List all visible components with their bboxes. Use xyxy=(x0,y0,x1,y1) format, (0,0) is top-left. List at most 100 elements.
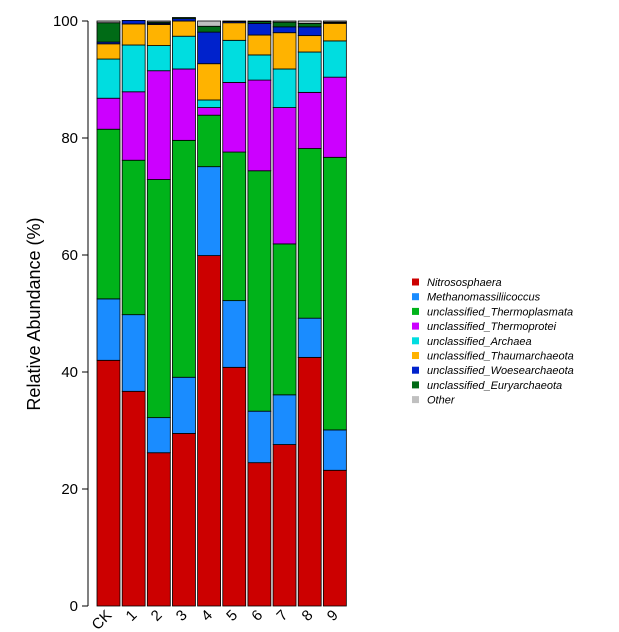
bar-segment-9-5 xyxy=(322,22,347,42)
bar-segment-8-3 xyxy=(297,91,322,149)
bar-segment-8-4 xyxy=(297,51,322,93)
bar-segment-7-5 xyxy=(272,32,297,70)
legend-item-4: unclassified_Archaea xyxy=(412,336,532,348)
bar-column-2 xyxy=(146,20,171,607)
bar-segment-6-0 xyxy=(247,462,272,607)
bar-segment-3-7 xyxy=(172,17,196,20)
legend-swatch-0 xyxy=(412,278,419,286)
legend-label-5: unclassified_Thaumarchaeota xyxy=(427,351,574,363)
legend-item-3: unclassified_Thermoprotei xyxy=(412,321,557,333)
bar-segment-4-6 xyxy=(197,31,222,65)
bar-segment-7-3 xyxy=(272,107,297,245)
bar-segment-6-1 xyxy=(247,410,272,464)
bar-segment-1-2 xyxy=(121,159,146,316)
bar-segment-6-2 xyxy=(247,170,272,412)
bar-segment-1-1 xyxy=(121,314,146,392)
bar-segment-4-5 xyxy=(197,63,222,101)
x-tick-label-1: 1 xyxy=(123,607,141,625)
bar-segment-2-2 xyxy=(146,179,171,419)
y-tick-label-40: 40 xyxy=(61,364,78,381)
bar-column-8 xyxy=(297,20,322,607)
legend-item-6: unclassified_Woesearchaeota xyxy=(412,365,574,377)
x-tick-label-2: 2 xyxy=(148,607,166,625)
bar-segment-2-1 xyxy=(146,417,171,454)
bar-column-4 xyxy=(197,20,222,607)
x-tick-label-5: 5 xyxy=(223,607,241,625)
bar-segment-5-8 xyxy=(222,20,247,22)
bar-segment-CK-5 xyxy=(96,43,121,60)
bar-column-6 xyxy=(247,20,272,607)
bar-segment-CK-2 xyxy=(96,128,121,300)
bar-segment-3-3 xyxy=(172,68,196,141)
y-tick-label-80: 80 xyxy=(61,130,78,147)
bar-segment-CK-7 xyxy=(96,22,121,43)
x-tick-label-9: 9 xyxy=(324,607,342,625)
legend-swatch-3 xyxy=(412,322,419,330)
bar-column-3 xyxy=(172,17,196,607)
legend-item-1: Methanomassiliicoccus xyxy=(412,292,541,304)
bar-segment-6-4 xyxy=(247,54,272,81)
bar-segment-CK-4 xyxy=(96,58,121,99)
x-tick-label-8: 8 xyxy=(299,607,317,625)
y-axis: 0 20 40 60 80 100 xyxy=(53,13,89,615)
bar-segment-9-3 xyxy=(322,76,347,158)
bar-segment-8-8 xyxy=(297,20,322,24)
bar-segment-5-1 xyxy=(222,300,247,368)
bar-segment-9-0 xyxy=(322,469,347,607)
legend-label-8: Other xyxy=(427,395,456,407)
bar-segment-6-6 xyxy=(247,22,272,36)
bar-segment-9-4 xyxy=(322,40,347,78)
bar-segment-2-5 xyxy=(146,24,171,46)
legend: Nitrososphaera Methanomassiliicoccus uncla… xyxy=(412,277,574,407)
legend-item-5: unclassified_Thaumarchaeota xyxy=(412,351,574,363)
bar-segment-2-0 xyxy=(146,452,171,607)
bar-segment-5-5 xyxy=(222,22,247,41)
y-axis-title: Relative Abundance (%) xyxy=(24,217,44,410)
x-tick-label-3: 3 xyxy=(173,607,191,625)
x-tick-label-4: 4 xyxy=(198,607,216,625)
bar-segment-4-8 xyxy=(197,20,222,27)
bar-segment-4-3 xyxy=(197,107,222,116)
bar-segment-6-5 xyxy=(247,34,272,56)
legend-swatch-4 xyxy=(412,337,419,345)
bar-segment-3-0 xyxy=(172,433,196,607)
bar-segment-4-4 xyxy=(197,99,222,108)
bar-segment-6-3 xyxy=(247,79,272,172)
bar-segment-8-0 xyxy=(297,356,322,607)
legend-label-7: unclassified_Euryarchaeota xyxy=(427,380,562,392)
bar-segment-8-1 xyxy=(297,317,322,358)
bar-column-9 xyxy=(322,20,347,607)
bar-segment-5-2 xyxy=(222,151,247,302)
bar-segment-1-5 xyxy=(121,23,146,46)
bar-segment-7-6 xyxy=(272,26,297,34)
legend-label-0: Nitrososphaera xyxy=(427,277,502,289)
bar-segment-4-1 xyxy=(197,166,222,256)
legend-swatch-8 xyxy=(412,396,419,404)
legend-label-6: unclassified_Woesearchaeota xyxy=(427,365,574,377)
bar-segment-1-3 xyxy=(121,91,146,161)
bar-segment-2-3 xyxy=(146,70,171,180)
bar-segment-1-0 xyxy=(121,390,146,607)
y-tick-label-0: 0 xyxy=(70,598,78,615)
bar-segment-8-5 xyxy=(297,35,322,53)
x-tick-label-CK: CK xyxy=(89,607,116,632)
bar-segment-CK-0 xyxy=(96,359,121,607)
bar-segment-3-1 xyxy=(172,376,196,434)
legend-swatch-6 xyxy=(412,366,419,374)
legend-label-1: Methanomassiliicoccus xyxy=(427,292,541,304)
bar-segment-4-2 xyxy=(197,114,222,168)
x-tick-label-7: 7 xyxy=(273,607,291,625)
legend-label-4: unclassified_Archaea xyxy=(427,336,532,348)
bar-segment-4-0 xyxy=(197,255,222,607)
legend-item-8: Other xyxy=(412,395,456,407)
bar-segment-1-4 xyxy=(121,44,146,93)
bar-segment-1-6 xyxy=(121,20,146,25)
x-axis: CK 1 2 3 4 5 6 7 8 9 xyxy=(89,607,342,632)
bar-segment-3-2 xyxy=(172,139,196,378)
bar-segment-CK-8 xyxy=(96,20,121,24)
bar-segment-8-7 xyxy=(297,22,322,28)
bar-segment-5-0 xyxy=(222,366,247,607)
legend-item-7: unclassified_Euryarchaeota xyxy=(412,380,562,392)
bar-column-CK xyxy=(96,20,121,607)
